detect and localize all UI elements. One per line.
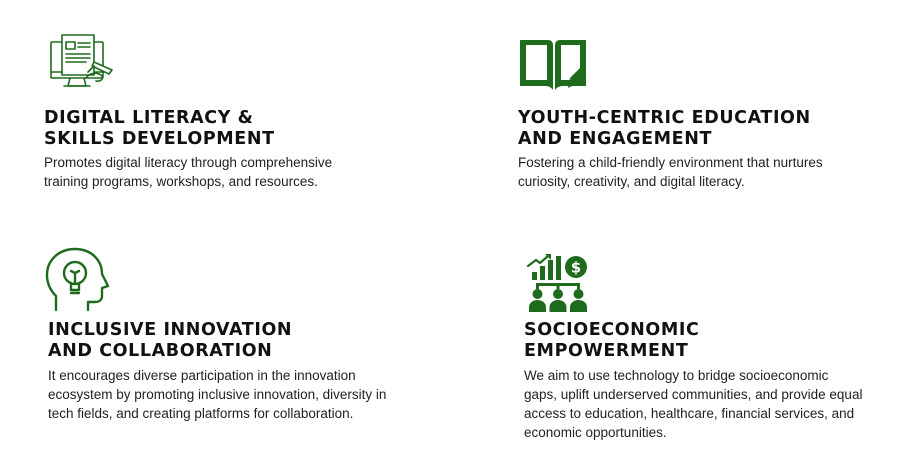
card-title-line: DIGITAL LITERACY &	[44, 108, 254, 128]
open-book-pen-icon	[520, 40, 586, 90]
card-description-line: curiosity, creativity, and digital liter…	[518, 174, 745, 189]
card-description: It encourages diverse participation in t…	[48, 366, 386, 423]
card-description-line: training programs, workshops, and resour…	[44, 174, 318, 189]
card-title-line: YOUTH-CENTRIC EDUCATION	[518, 108, 811, 128]
card-title: SOCIOECONOMIC EMPOWERMENT	[524, 320, 699, 362]
card-title-line: AND ENGAGEMENT	[518, 129, 712, 149]
card-description-line: ecosystem by promoting inclusive innovat…	[48, 387, 387, 402]
card-title: YOUTH-CENTRIC EDUCATION AND ENGAGEMENT	[518, 108, 811, 150]
card-description-line: access to education, healthcare, financi…	[524, 406, 855, 421]
card-title-line: SKILLS DEVELOPMENT	[44, 129, 275, 149]
card-description-line: We aim to use technology to bridge socio…	[524, 368, 829, 383]
svg-text:$: $	[571, 259, 581, 277]
card-description-line: Promotes digital literacy through compre…	[44, 155, 333, 170]
card-description-line: It encourages diverse participation in t…	[48, 368, 356, 383]
card-title-line: INCLUSIVE INNOVATION	[48, 320, 293, 340]
card-description: We aim to use technology to bridge socio…	[524, 366, 862, 442]
card-title-line: EMPOWERMENT	[524, 341, 689, 361]
card-description-line: economic opportunities.	[524, 425, 667, 440]
card-description-line: Fostering a child-friendly environment t…	[518, 155, 823, 170]
card-description: Fostering a child-friendly environment t…	[518, 153, 823, 191]
card-title: INCLUSIVE INNOVATION AND COLLABORATION	[48, 320, 292, 362]
growth-people-icon: $	[526, 254, 587, 312]
card-description-line: tech fields, and creating platforms for …	[48, 406, 354, 421]
card-title: DIGITAL LITERACY & SKILLS DEVELOPMENT	[44, 108, 275, 150]
card-title-line: SOCIOECONOMIC	[524, 320, 700, 340]
card-title-line: AND COLLABORATION	[48, 341, 273, 361]
card-description: Promotes digital literacy through compre…	[44, 153, 332, 191]
head-lightbulb-icon	[45, 247, 110, 312]
card-description-line: gaps, uplift underserved communities, an…	[524, 387, 863, 402]
document-pen-icon	[50, 34, 113, 87]
